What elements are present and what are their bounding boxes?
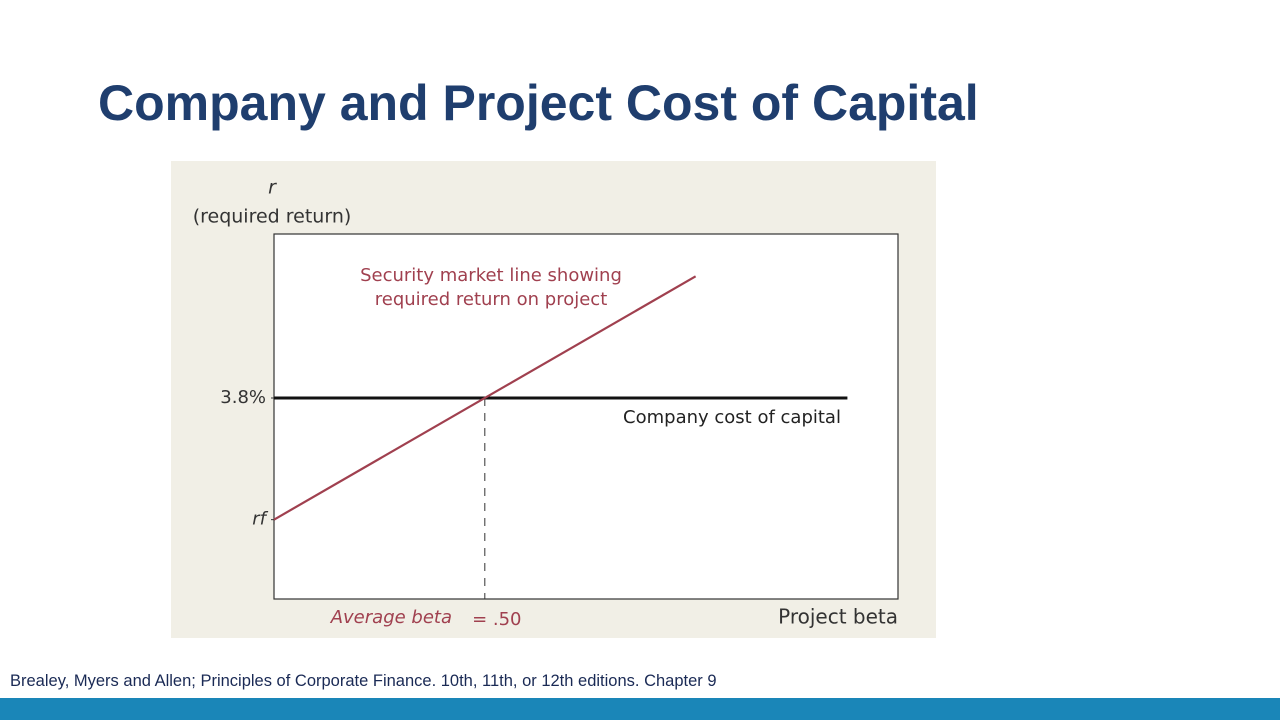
y-tick-label: rf [252, 509, 268, 530]
y-tick-label: 3.8% [220, 387, 266, 408]
y-axis-symbol: r [268, 177, 277, 199]
x-annotation: Average beta [330, 607, 452, 628]
slide-title: Company and Project Cost of Capital [98, 75, 979, 131]
footer-bar [0, 698, 1280, 720]
x-tick-label: = .50 [472, 609, 521, 630]
y-axis-label: (required return) [193, 206, 352, 228]
x-axis-label: Project beta [778, 605, 898, 629]
series-line [273, 275, 697, 521]
plot-area [273, 233, 899, 600]
source-note: Brealey, Myers and Allen; Principles of … [10, 672, 717, 690]
series-label: Company cost of capital [623, 407, 841, 428]
series-label: Security market line showing required re… [360, 265, 622, 310]
